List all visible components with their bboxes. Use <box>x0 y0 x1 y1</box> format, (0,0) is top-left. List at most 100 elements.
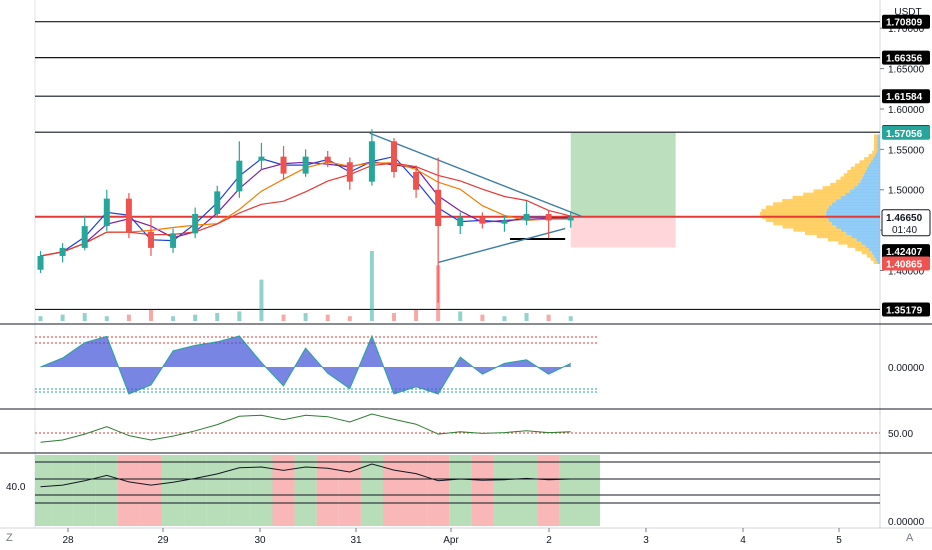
corner-label-left[interactable]: Z <box>6 532 13 544</box>
volume-profile-bar-sell <box>792 195 841 200</box>
candle[interactable] <box>368 141 375 182</box>
volume-profile-bar-sell <box>850 166 867 171</box>
candle[interactable] <box>81 226 88 248</box>
candle[interactable] <box>435 189 442 227</box>
candle[interactable] <box>258 156 265 161</box>
candle[interactable] <box>280 156 287 174</box>
volume-profile-bar-sell <box>874 147 878 151</box>
level-badge-label: 1.70809 <box>886 18 923 29</box>
candle[interactable] <box>103 198 110 227</box>
volume-profile-bar-buy <box>877 147 880 151</box>
candle[interactable] <box>214 191 221 214</box>
candle[interactable] <box>501 220 508 224</box>
volume-profile-bar-sell <box>868 153 875 158</box>
oscillator-histogram <box>40 336 571 394</box>
volume-profile-bar-sell <box>830 182 858 187</box>
volume-profile-bar-sell <box>805 231 847 235</box>
volume-profile-bar-buy <box>828 205 880 210</box>
level-badge-label: 1.35179 <box>886 305 923 316</box>
candle[interactable] <box>59 247 66 256</box>
band-segment <box>73 455 96 526</box>
candle[interactable] <box>192 213 199 234</box>
band-segment <box>405 455 428 526</box>
corner-label-right[interactable]: A <box>906 532 914 544</box>
band-segment <box>471 455 494 526</box>
volume-bar <box>171 316 176 321</box>
target-zone[interactable] <box>570 132 676 217</box>
band-segment <box>95 455 118 526</box>
x-tick-label: 2 <box>546 535 552 546</box>
volume-profile-bar-buy <box>863 173 880 177</box>
volume-profile-bar-sell <box>822 186 855 190</box>
volume-profile-bar-buy <box>846 231 880 235</box>
candle[interactable] <box>324 156 331 163</box>
y-tick-label: 1.60000 <box>888 105 925 116</box>
current-price-badge <box>881 209 931 237</box>
volume-profile-bar-buy <box>871 250 880 255</box>
oscillator-line <box>40 334 571 395</box>
volume-profile-bar-buy <box>868 247 880 252</box>
x-tick-label: 4 <box>740 535 746 546</box>
volume-profile-bar-sell <box>803 192 846 197</box>
candle[interactable] <box>125 198 132 232</box>
candle[interactable] <box>346 162 353 182</box>
candle[interactable] <box>390 141 397 172</box>
candle[interactable] <box>236 160 243 192</box>
band-segment <box>228 455 251 526</box>
band-line <box>40 463 571 488</box>
volume-profile-bar-sell <box>838 241 862 245</box>
volume-profile-bar-buy <box>870 160 880 164</box>
volume-profile-bar-buy <box>874 153 880 158</box>
indicator-panes <box>35 334 880 526</box>
volume-bar <box>458 311 463 321</box>
volume-profile-bar-sell <box>847 244 866 248</box>
volume-profile-bar-sell <box>854 163 869 168</box>
candle[interactable] <box>170 233 177 248</box>
volume-profile-bar-sell <box>874 140 878 145</box>
volume-profile-bar-sell <box>836 179 861 184</box>
volume-profile-bar-buy <box>877 144 880 148</box>
candle[interactable] <box>147 231 154 248</box>
volume-bar <box>414 309 419 321</box>
volume-bar <box>215 313 220 321</box>
candle[interactable] <box>37 255 44 270</box>
volume-profile-bar-sell <box>782 224 837 229</box>
price-badge-label: 1.40865 <box>886 260 923 271</box>
volume-profile-bar-buy <box>862 176 880 181</box>
volume-profile-bar-sell <box>874 137 878 142</box>
volume-profile-bar-buy <box>861 241 880 245</box>
volume-profile-bar-buy <box>831 221 880 226</box>
candle[interactable] <box>413 171 420 190</box>
volume-bar <box>82 313 87 321</box>
level-badge <box>882 14 930 29</box>
band-segment <box>117 455 140 526</box>
x-tick-label: 31 <box>350 535 362 546</box>
volume-profile-bar-sell <box>816 234 852 239</box>
stop-zone[interactable] <box>570 216 676 248</box>
band-segment <box>316 455 339 526</box>
candle[interactable] <box>545 213 552 221</box>
volume-profile-bar-buy <box>850 189 880 193</box>
volume-profile-bar-sell <box>813 189 851 193</box>
candle[interactable] <box>457 217 464 227</box>
volume-profile-bar-buy <box>857 182 880 187</box>
band-segment <box>559 455 600 526</box>
candle[interactable] <box>567 217 574 221</box>
volume-profile-bar-buy <box>835 199 880 203</box>
current-price-label: 1.46650 <box>886 213 923 224</box>
candle[interactable] <box>479 217 486 224</box>
candle[interactable] <box>302 156 309 174</box>
volume-profile-bar-sell <box>859 160 871 164</box>
candle[interactable] <box>523 213 530 221</box>
band-segment <box>250 455 273 526</box>
band-segment <box>338 455 361 526</box>
volume-profile-bar-sell <box>847 169 866 174</box>
triangle-upper-line[interactable] <box>369 132 583 218</box>
volume-profile-bar-sell <box>874 144 878 148</box>
band-segment <box>206 455 229 526</box>
triangle-lower-line[interactable] <box>437 227 566 264</box>
volume-bar <box>502 316 507 321</box>
volume-bar <box>38 316 43 321</box>
price-pane[interactable] <box>35 21 880 321</box>
volume-profile-bar-buy <box>865 244 880 248</box>
